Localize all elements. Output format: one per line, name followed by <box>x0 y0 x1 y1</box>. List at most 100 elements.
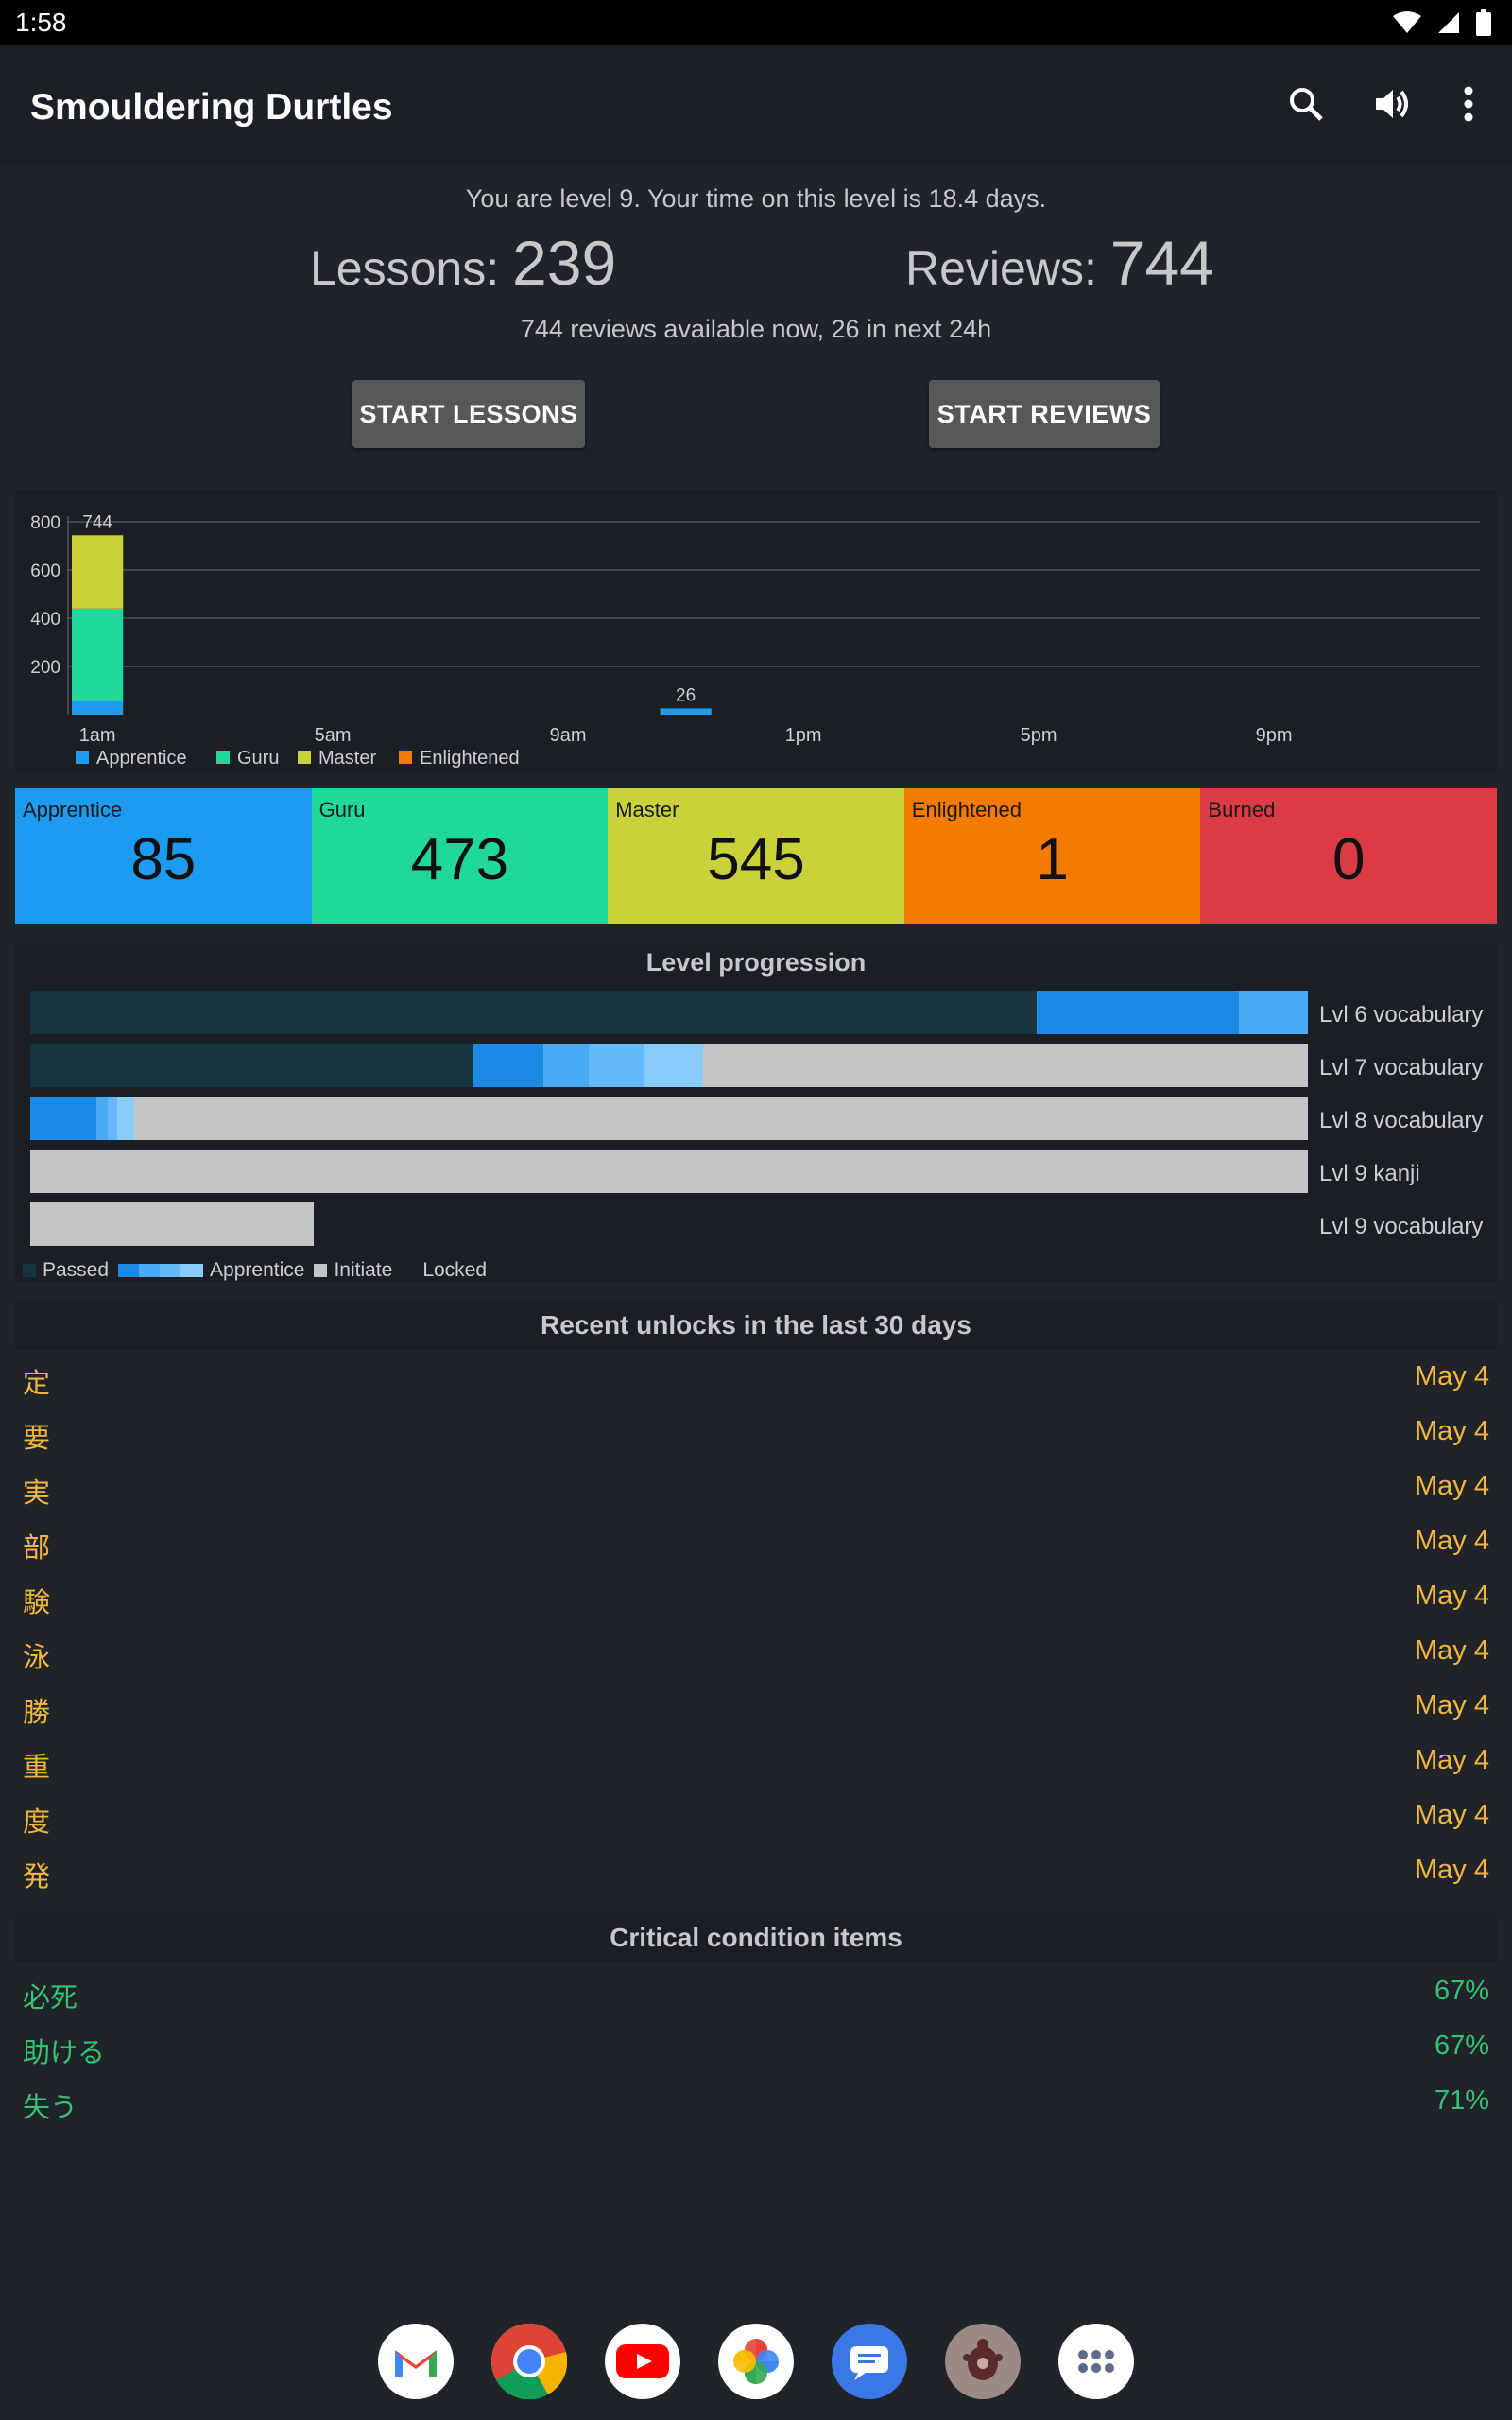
recent-unlock-row[interactable]: 発 May 4 <box>15 1843 1497 1898</box>
unlock-item: 重 <box>23 1753 51 1783</box>
unlock-item: 度 <box>23 1807 51 1838</box>
unlock-date: May 4 <box>1415 1471 1489 1501</box>
srs-tile-enlightened: Enlightened 1 <box>903 788 1201 924</box>
legend-locked: Locked <box>422 1259 488 1281</box>
progression-label: Lvl 9 kanji <box>1319 1161 1420 1186</box>
progression-bar-lvl9-kanji <box>30 1150 1308 1193</box>
y-tick-label: 600 <box>30 562 60 581</box>
status-time: 1:58 <box>15 8 67 37</box>
progression-bar-lvl8-vocab <box>30 1097 1308 1140</box>
unlock-date: May 4 <box>1415 1361 1489 1392</box>
srs-tile-count: 545 <box>707 827 805 892</box>
srs-tile-master: Master 545 <box>608 788 904 924</box>
bar-segment-apprentice <box>72 700 124 715</box>
srs-tile-label: Enlightened <box>911 798 1022 821</box>
critical-item-percent: 67% <box>1434 2031 1489 2061</box>
app-bar: Smouldering Durtles <box>0 45 1512 166</box>
forecast-chart-svg: 800 600 400 200 1am 5am 9am 1pm 5pm 9pm 744 26 Appre… <box>30 512 1480 769</box>
srs-tile-apprentice: Apprentice 85 <box>15 788 312 924</box>
progression-bar-lvl9-vocab <box>30 1202 314 1246</box>
recent-unlock-row[interactable]: 泳 May 4 <box>15 1624 1497 1679</box>
app-title: Smouldering Durtles <box>30 87 393 128</box>
critical-item-percent: 71% <box>1434 2085 1489 2116</box>
srs-tile-count: 0 <box>1332 827 1366 892</box>
gmail-icon[interactable] <box>378 2324 454 2399</box>
critical-item-row[interactable]: 助ける 67% <box>15 2019 1497 2074</box>
recent-unlock-row[interactable]: 部 May 4 <box>15 1514 1497 1569</box>
critical-item: 助ける <box>23 2038 106 2068</box>
recent-unlocks-header: Recent unlocks in the last 30 days <box>15 1301 1497 1350</box>
recent-unlock-row[interactable]: 験 May 4 <box>15 1569 1497 1624</box>
progression-label: Lvl 7 vocabulary <box>1319 1055 1484 1080</box>
legend-apprentice: Apprentice <box>210 1259 305 1281</box>
progression-label: Lvl 8 vocabulary <box>1319 1108 1484 1133</box>
unlock-date: May 4 <box>1415 1855 1489 1885</box>
recent-unlock-row[interactable]: 要 May 4 <box>15 1405 1497 1460</box>
recent-unlock-row[interactable]: 度 May 4 <box>15 1789 1497 1843</box>
legend-swatch-master <box>298 751 311 764</box>
unlock-item: 実 <box>23 1478 51 1509</box>
srs-tile-count: 1 <box>1036 827 1069 892</box>
search-icon[interactable] <box>1287 85 1325 123</box>
srs-tile-label: Burned <box>1208 798 1276 821</box>
unlock-date: May 4 <box>1415 1416 1489 1446</box>
critical-item: 必死 <box>23 1983 78 2014</box>
x-tick-label: 1am <box>79 725 116 746</box>
start-lessons-button[interactable]: START LESSONS <box>352 380 585 448</box>
srs-tile-guru: Guru 473 <box>311 788 609 924</box>
legend-swatch-guru <box>216 751 230 764</box>
progression-bar-lvl7-vocab <box>30 1044 1308 1087</box>
srs-tile-label: Master <box>615 798 679 821</box>
lessons-label: Lessons: <box>310 242 500 295</box>
reviews-count: 744 <box>1109 228 1214 298</box>
start-reviews-button[interactable]: START REVIEWS <box>929 380 1160 448</box>
review-forecast-chart: 800 600 400 200 1am 5am 9am 1pm 5pm 9pm 744 26 Appre… <box>15 490 1497 773</box>
progression-legend: Passed Apprentice Initiate Locked <box>23 1259 487 1282</box>
recent-unlock-row[interactable]: 定 May 4 <box>15 1350 1497 1405</box>
unlock-item: 発 <box>23 1862 51 1893</box>
recent-unlock-row[interactable]: 重 May 4 <box>15 1734 1497 1789</box>
status-bar: 1:58 <box>0 0 1512 45</box>
bar-total-label: 26 <box>676 685 696 705</box>
reviews-available: 744 reviews available now, 26 in next 24… <box>520 315 992 343</box>
lessons-count: 239 <box>512 228 617 298</box>
legend-label-enlightened: Enlightened <box>420 748 520 769</box>
recent-unlock-row[interactable]: 勝 May 4 <box>15 1679 1497 1734</box>
level-info: You are level 9. Your time on this level… <box>465 184 1047 213</box>
legend-label-guru: Guru <box>237 748 279 769</box>
x-tick-label: 1pm <box>785 725 822 746</box>
more-options-icon[interactable] <box>1463 85 1474 123</box>
youtube-icon[interactable] <box>605 2324 680 2399</box>
apps-icon[interactable] <box>1058 2324 1134 2399</box>
srs-tile-label: Apprentice <box>23 798 123 821</box>
bar-total-label: 744 <box>82 512 112 532</box>
level-progression-title: Level progression <box>645 948 867 977</box>
app-dock <box>0 2324 1512 2403</box>
unlock-item: 部 <box>23 1533 51 1564</box>
volume-icon[interactable] <box>1374 85 1414 123</box>
photos-icon[interactable] <box>718 2324 794 2399</box>
y-tick-label: 200 <box>30 658 60 678</box>
unlock-date: May 4 <box>1415 1800 1489 1830</box>
srs-tile-label: Guru <box>318 798 366 821</box>
chrome-icon[interactable] <box>491 2324 567 2399</box>
srs-tile-burned: Burned 0 <box>1200 788 1497 924</box>
legend-swatch-enlightened <box>399 751 412 764</box>
signal-icon <box>1438 12 1459 33</box>
durtles-app-icon[interactable] <box>945 2324 1021 2399</box>
bar-segment-guru <box>72 608 124 701</box>
critical-item-row[interactable]: 必死 67% <box>15 1964 1497 2019</box>
reviews-label: Reviews: <box>905 242 1097 295</box>
critical-item: 失う <box>23 2093 78 2123</box>
lessons-count-block: Lessons: 239 <box>310 227 616 299</box>
legend-swatch-initiate <box>314 1264 328 1277</box>
unlock-item: 要 <box>23 1424 51 1454</box>
bar-segment-master <box>72 535 124 609</box>
progression-bar-lvl6-vocab <box>30 991 1308 1034</box>
unlock-item: 泳 <box>23 1643 51 1673</box>
messages-icon[interactable] <box>832 2324 907 2399</box>
unlock-item: 勝 <box>23 1698 51 1728</box>
critical-item-row[interactable]: 失う 71% <box>15 2074 1497 2129</box>
recent-unlock-row[interactable]: 実 May 4 <box>15 1460 1497 1514</box>
x-tick-label: 9pm <box>1256 725 1293 746</box>
